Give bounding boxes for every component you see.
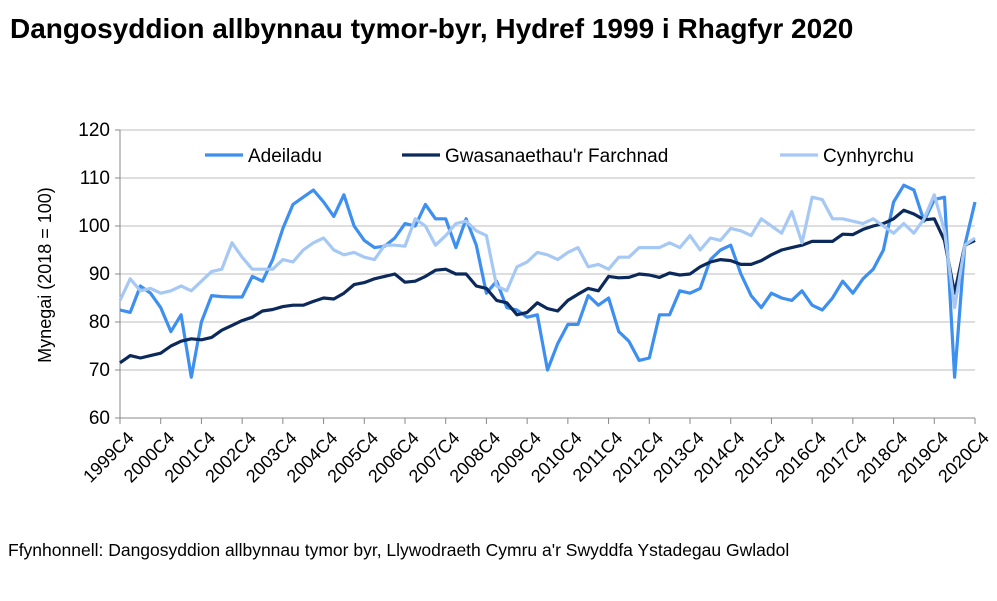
legend-label: Cynhyrchu [823, 146, 914, 167]
source-note: Ffynhonnell: Dangosyddion allbynnau tymo… [8, 540, 790, 560]
y-tick-label: 120 [78, 120, 110, 141]
y-axis-label: Mynegai (2018 = 100) [35, 187, 55, 363]
y-tick-label: 110 [80, 168, 110, 189]
y-tick-label: 100 [78, 216, 110, 237]
series-line [118, 193, 976, 310]
y-tick-label: 80 [89, 312, 110, 333]
series-line [119, 183, 977, 379]
legend-label: Adeiladu [248, 146, 322, 167]
y-tick-label: 90 [89, 264, 110, 285]
series-line [119, 208, 976, 365]
y-tick-label: 70 [89, 360, 110, 381]
legend-label: Gwasanaethau'r Farchnad [445, 146, 668, 167]
chart-title: Dangosyddion allbynnau tymor-byr, Hydref… [10, 13, 854, 44]
y-tick-label: 60 [89, 408, 110, 429]
